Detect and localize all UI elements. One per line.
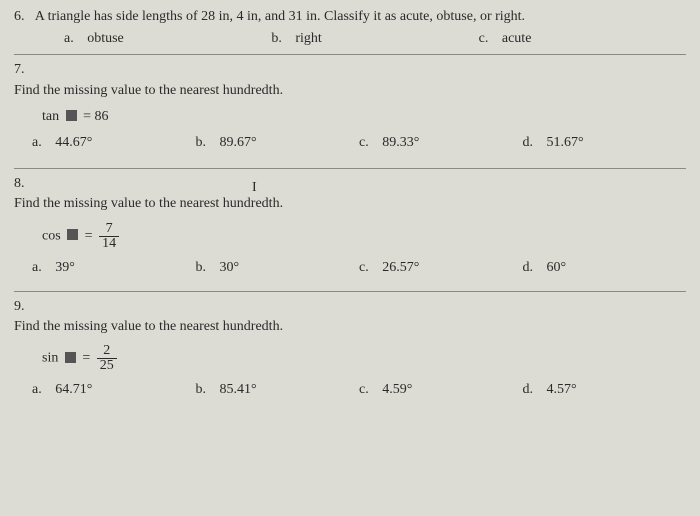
question-6: 6. A triangle has side lengths of 28 in,… bbox=[14, 8, 686, 26]
divider bbox=[14, 291, 686, 292]
option-text: 89.67° bbox=[220, 135, 257, 150]
q7-options: a. 44.67° b. 89.67° c. 89.33° d. 51.67° bbox=[14, 134, 686, 152]
q6-option-b[interactable]: b. right bbox=[271, 30, 478, 48]
eq-equals: = bbox=[82, 351, 90, 366]
option-label: a. bbox=[64, 31, 74, 46]
option-label: a. bbox=[32, 382, 42, 397]
text-cursor-icon: I bbox=[252, 179, 257, 197]
q8-prompt: Find the missing value to the nearest hu… bbox=[14, 195, 686, 213]
eq-equals: = bbox=[85, 228, 93, 243]
divider bbox=[14, 54, 686, 55]
question-8: 8. Find the missing value to the nearest… bbox=[14, 175, 686, 277]
q9-options: a. 64.71° b. 85.41° c. 4.59° d. 4.57° bbox=[14, 381, 686, 399]
option-text: 26.57° bbox=[382, 260, 419, 275]
q9-option-c[interactable]: c. 4.59° bbox=[359, 381, 523, 399]
q6-text: A triangle has side lengths of 28 in, 4 … bbox=[35, 9, 525, 24]
option-label: b. bbox=[196, 135, 207, 150]
option-label: b. bbox=[196, 382, 207, 397]
option-label: a. bbox=[32, 135, 42, 150]
blank-box-icon bbox=[67, 229, 78, 240]
option-label: d. bbox=[523, 135, 534, 150]
option-text: 4.59° bbox=[382, 382, 412, 397]
option-text: 89.33° bbox=[382, 135, 419, 150]
q9-prompt: Find the missing value to the nearest hu… bbox=[14, 318, 686, 336]
option-text: 60° bbox=[547, 260, 567, 275]
option-label: c. bbox=[359, 382, 369, 397]
option-text: 44.67° bbox=[55, 135, 92, 150]
q9-number: 9. bbox=[14, 298, 686, 316]
q8-options: a. 39° b. 30° c. 26.57° d. 60° bbox=[14, 259, 686, 277]
option-label: b. bbox=[196, 260, 207, 275]
option-label: c. bbox=[359, 260, 369, 275]
q7-option-a[interactable]: a. 44.67° bbox=[32, 134, 196, 152]
q9-option-a[interactable]: a. 64.71° bbox=[32, 381, 196, 399]
q6-option-c[interactable]: c. acute bbox=[479, 30, 686, 48]
blank-box-icon bbox=[65, 352, 76, 363]
q7-equation: tan = 86 bbox=[14, 108, 686, 126]
q7-number: 7. bbox=[14, 61, 686, 79]
q6-options: a. obtuse b. right c. acute bbox=[14, 30, 686, 48]
option-label: c. bbox=[479, 31, 489, 46]
option-text: 30° bbox=[220, 260, 240, 275]
option-text: acute bbox=[502, 31, 532, 46]
q7-option-d[interactable]: d. 51.67° bbox=[523, 134, 687, 152]
eq-equals: = bbox=[83, 109, 91, 124]
eq-value: 86 bbox=[95, 109, 109, 124]
option-label: a. bbox=[32, 260, 42, 275]
q7-option-b[interactable]: b. 89.67° bbox=[196, 134, 360, 152]
option-text: 85.41° bbox=[220, 382, 257, 397]
option-text: right bbox=[295, 31, 321, 46]
option-text: obtuse bbox=[87, 31, 124, 46]
option-text: 64.71° bbox=[55, 382, 92, 397]
q6-option-a[interactable]: a. obtuse bbox=[64, 30, 271, 48]
q8-number: 8. bbox=[14, 175, 686, 193]
option-text: 39° bbox=[55, 260, 75, 275]
q7-prompt: Find the missing value to the nearest hu… bbox=[14, 82, 686, 100]
q7-option-c[interactable]: c. 89.33° bbox=[359, 134, 523, 152]
q9-option-b[interactable]: b. 85.41° bbox=[196, 381, 360, 399]
q8-option-c[interactable]: c. 26.57° bbox=[359, 259, 523, 277]
question-9: 9. Find the missing value to the nearest… bbox=[14, 298, 686, 400]
option-label: d. bbox=[523, 382, 534, 397]
q8-option-d[interactable]: d. 60° bbox=[523, 259, 687, 277]
fraction-denominator: 14 bbox=[99, 237, 119, 251]
q8-equation: cos = 7 14 bbox=[14, 222, 686, 251]
option-label: b. bbox=[271, 31, 282, 46]
blank-box-icon bbox=[66, 110, 77, 121]
fraction-numerator: 2 bbox=[97, 344, 117, 358]
option-label: c. bbox=[359, 135, 369, 150]
fraction: 2 25 bbox=[97, 344, 117, 373]
fraction-denominator: 25 bbox=[97, 359, 117, 373]
eq-func: cos bbox=[42, 228, 61, 243]
option-text: 4.57° bbox=[547, 382, 577, 397]
option-label: d. bbox=[523, 260, 534, 275]
q9-option-d[interactable]: d. 4.57° bbox=[523, 381, 687, 399]
q6-number: 6. bbox=[14, 8, 32, 26]
fraction-numerator: 7 bbox=[99, 222, 119, 236]
q8-option-b[interactable]: b. 30° bbox=[196, 259, 360, 277]
eq-func: sin bbox=[42, 351, 58, 366]
q8-option-a[interactable]: a. 39° bbox=[32, 259, 196, 277]
q9-equation: sin = 2 25 bbox=[14, 344, 686, 373]
option-text: 51.67° bbox=[547, 135, 584, 150]
fraction: 7 14 bbox=[99, 222, 119, 251]
divider bbox=[14, 168, 686, 169]
eq-func: tan bbox=[42, 109, 59, 124]
question-7: 7. Find the missing value to the nearest… bbox=[14, 61, 686, 152]
